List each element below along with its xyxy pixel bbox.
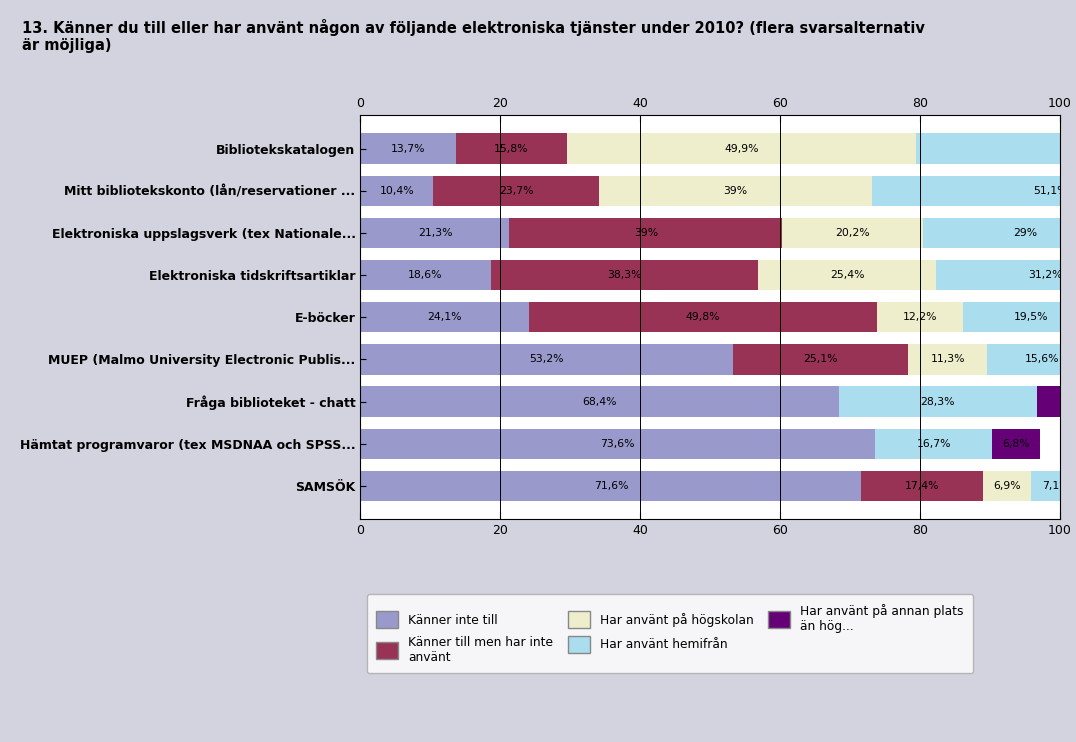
Bar (936, 260, 1076, 290)
Bar (599, 176, 872, 206)
Text: 17,4%: 17,4% (905, 481, 939, 491)
Text: 10,4%: 10,4% (380, 186, 414, 196)
Bar (982, 470, 1031, 501)
Text: 20,2%: 20,2% (836, 228, 870, 238)
Text: 16,7%: 16,7% (917, 439, 951, 449)
Text: 13. Känner du till eller har använt någon av följande elektroniska tjänster unde: 13. Känner du till eller har använt någo… (22, 19, 924, 53)
Text: 53,2%: 53,2% (529, 355, 564, 364)
Bar (908, 344, 987, 375)
Bar (360, 428, 875, 459)
Text: 68,4%: 68,4% (582, 396, 617, 407)
Text: 25,1%: 25,1% (803, 355, 837, 364)
Text: 39%: 39% (723, 186, 748, 196)
Bar (434, 176, 599, 206)
Bar (529, 302, 877, 332)
Bar (360, 387, 839, 417)
Bar (759, 260, 936, 290)
Bar (491, 260, 759, 290)
Text: 11,3%: 11,3% (931, 355, 965, 364)
Bar (875, 428, 992, 459)
Text: 71,6%: 71,6% (594, 481, 628, 491)
Text: 31,2%: 31,2% (1028, 270, 1062, 280)
Text: 18,6%: 18,6% (408, 270, 442, 280)
Text: 13,7%: 13,7% (391, 143, 426, 154)
Text: 49,9%: 49,9% (724, 143, 759, 154)
Bar (360, 217, 509, 248)
Text: 24,1%: 24,1% (427, 312, 462, 322)
Text: 28,3%: 28,3% (921, 396, 955, 407)
Text: 25,4%: 25,4% (830, 270, 864, 280)
Bar (987, 344, 1076, 375)
Text: 38,3%: 38,3% (607, 270, 641, 280)
Text: 7,1%: 7,1% (1043, 481, 1070, 491)
Bar (567, 134, 916, 164)
Text: 12,2%: 12,2% (903, 312, 937, 322)
Bar (861, 470, 982, 501)
Legend: Känner inte till, Känner till men har inte
använt, Har använt på högskolan, Har : Känner inte till, Känner till men har in… (367, 594, 973, 673)
Bar (360, 344, 733, 375)
Bar (839, 387, 1037, 417)
Bar (733, 344, 908, 375)
Bar (782, 217, 923, 248)
Bar (360, 260, 491, 290)
Bar (360, 176, 434, 206)
Bar (916, 134, 1076, 164)
Bar (360, 470, 861, 501)
Text: 51,1%: 51,1% (1033, 186, 1067, 196)
Text: 15,8%: 15,8% (494, 143, 528, 154)
Bar (360, 302, 529, 332)
Text: 49,8%: 49,8% (685, 312, 721, 322)
Bar (877, 302, 963, 332)
Bar (923, 217, 1076, 248)
Text: 39%: 39% (634, 228, 657, 238)
Text: 23,7%: 23,7% (499, 186, 534, 196)
Bar (456, 134, 567, 164)
Text: 29%: 29% (1013, 228, 1037, 238)
Text: 6,9%: 6,9% (993, 481, 1021, 491)
Bar (992, 428, 1039, 459)
Text: 6,8%: 6,8% (1002, 439, 1030, 449)
Bar (1031, 470, 1076, 501)
Text: 19,5%: 19,5% (1014, 312, 1048, 322)
Bar (1037, 387, 1060, 417)
Bar (872, 176, 1076, 206)
Bar (963, 302, 1076, 332)
Text: 21,3%: 21,3% (417, 228, 452, 238)
Text: 73,6%: 73,6% (600, 439, 635, 449)
Bar (360, 134, 456, 164)
Bar (509, 217, 782, 248)
Text: 15,6%: 15,6% (1024, 355, 1059, 364)
